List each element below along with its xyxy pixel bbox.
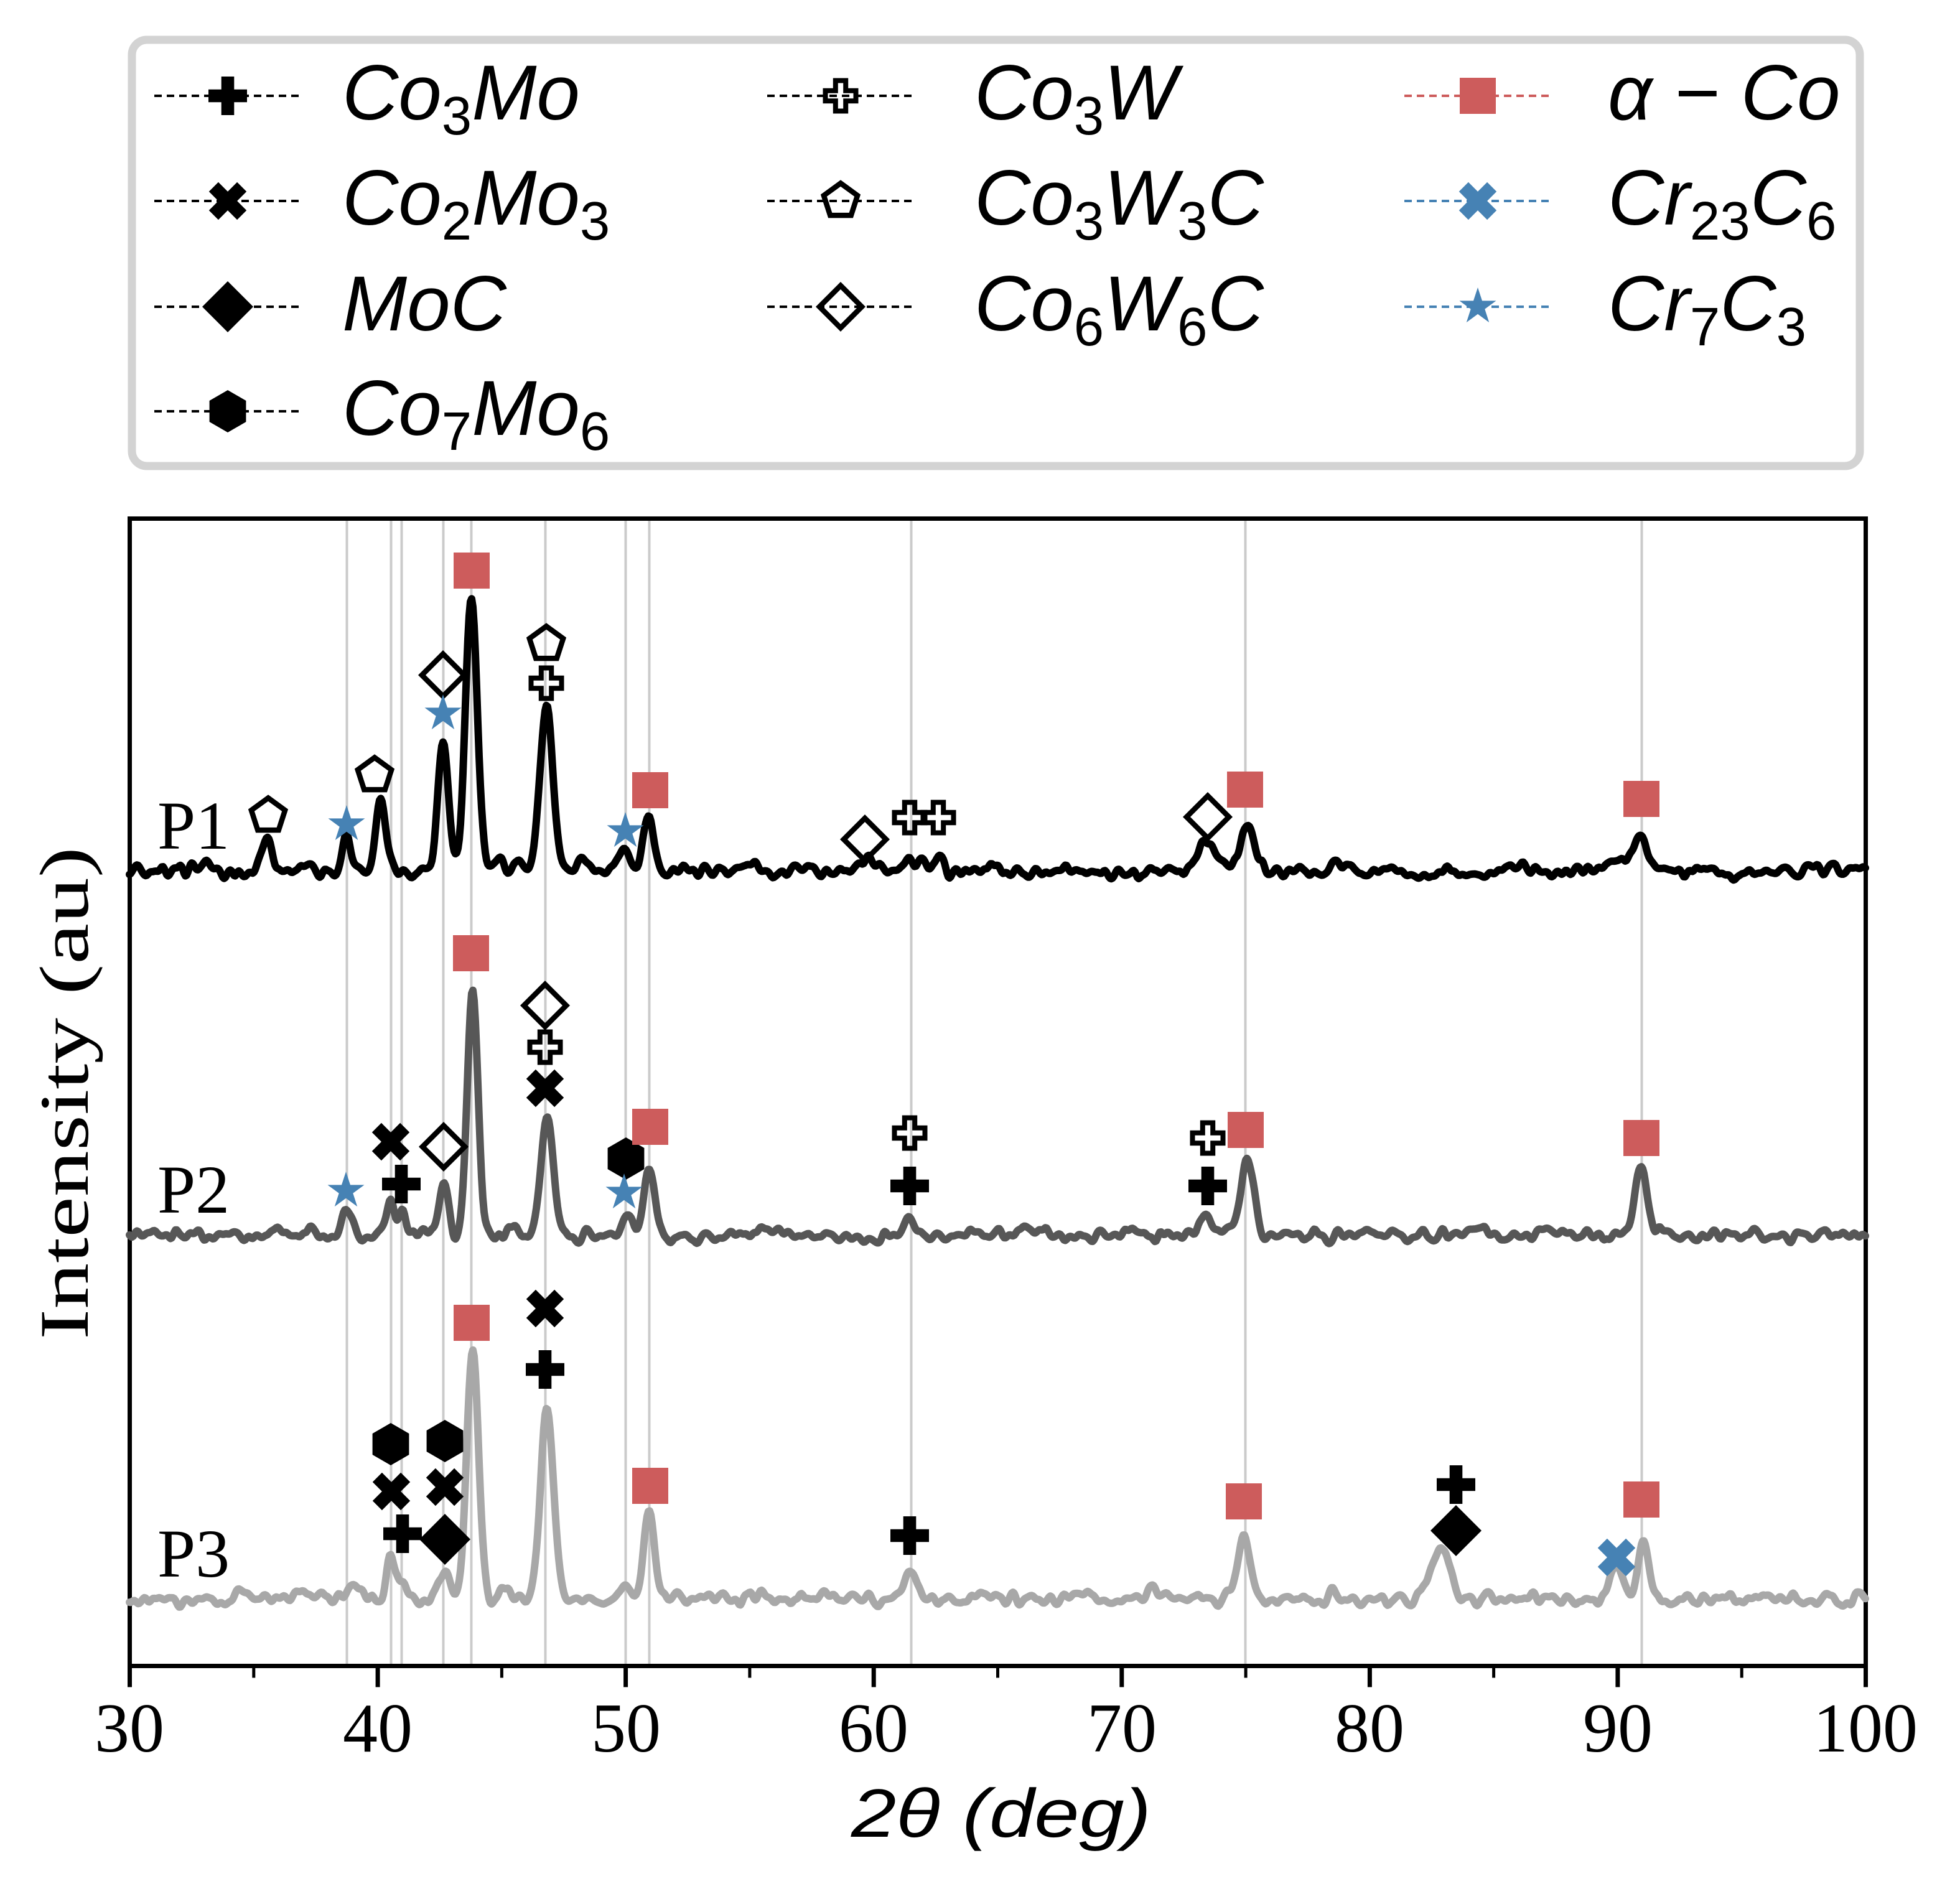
svg-text:100: 100	[1813, 1690, 1918, 1767]
svg-text:Co2Mo3: Co2Mo3	[342, 155, 610, 251]
svg-text:30: 30	[95, 1690, 164, 1767]
svg-text:50: 50	[591, 1690, 661, 1767]
svg-text:Co3Mo: Co3Mo	[342, 50, 580, 146]
svg-text:P2: P2	[157, 1152, 230, 1228]
svg-text:Cr7C3: Cr7C3	[1608, 261, 1806, 357]
svg-text:40: 40	[343, 1690, 413, 1767]
svg-text:α − Co: α − Co	[1608, 50, 1841, 136]
svg-text:P1: P1	[157, 788, 230, 864]
svg-text:Co3W: Co3W	[974, 50, 1183, 146]
svg-text:70: 70	[1087, 1690, 1157, 1767]
svg-text:Co6W6C: Co6W6C	[974, 261, 1264, 357]
svg-text:Intensity (au): Intensity (au)	[26, 847, 103, 1340]
svg-text:90: 90	[1583, 1690, 1653, 1767]
svg-text:P3: P3	[157, 1516, 230, 1592]
svg-text:MoC: MoC	[342, 261, 507, 347]
svg-text:Co3W3C: Co3W3C	[974, 155, 1264, 251]
svg-text:Co7Mo6: Co7Mo6	[342, 365, 610, 462]
svg-text:Cr23C6: Cr23C6	[1608, 155, 1836, 251]
svg-text:2θ (deg): 2θ (deg)	[851, 1775, 1151, 1852]
svg-text:80: 80	[1335, 1690, 1404, 1767]
svg-text:60: 60	[839, 1690, 908, 1767]
